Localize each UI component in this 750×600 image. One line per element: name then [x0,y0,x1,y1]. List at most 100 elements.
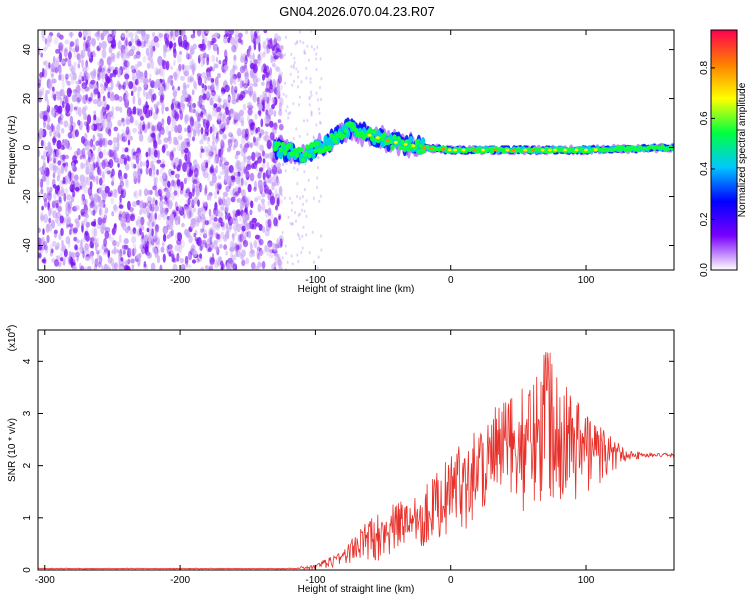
spectrogram-noise-blob [291,83,294,87]
spectrogram-noise-blob [99,199,104,209]
spectrogram-noise-blob [112,204,117,211]
spectrogram-noise-blob [96,117,100,124]
spectrogram-noise-blob [63,94,68,105]
spectrogram-noise-blob [115,154,119,162]
spectrogram-noise-blob [305,66,308,70]
spectrogram-noise-blob [53,93,57,101]
spectrogram-noise-blob [244,68,249,77]
spectrogram-noise-blob [102,111,108,120]
spectrogram-noise-blob [191,63,196,73]
spectrogram-noise-blob [239,80,244,89]
spectrogram-noise-blob [257,169,261,179]
spectrogram-noise-blob [223,111,226,120]
spectrogram-noise-blob [177,256,181,261]
spectrogram-noise-blob [192,249,198,258]
spectrogram-noise-blob [278,186,283,196]
spectrogram-noise-blob [304,162,307,166]
spectrogram-noise-blob [57,160,62,166]
spectrogram-noise-blob [231,99,237,105]
spectrogram-noise-blob [133,163,137,169]
spectrogram-noise-blob [117,260,122,270]
spectrogram-noise-blob [264,229,270,237]
spectrogram-noise-blob [189,104,195,114]
spectrogram-noise-blob [162,78,166,89]
spectrogram-noise-blob [133,192,137,197]
spectrogram-noise-blob [176,188,180,198]
spectrogram-noise-blob [230,260,236,270]
spectrogram-noise-blob [232,263,238,270]
spectrogram-noise-blob [215,225,221,231]
spectrogram-noise-blob [49,128,52,137]
spectrogram-noise-blob [275,66,281,72]
spectrogram-noise-blob [273,55,279,60]
spectrogram-noise-blob [108,46,113,54]
spectrogram-noise-blob [192,188,195,197]
spectrogram-noise-blob [240,189,246,198]
spectrogram-noise-blob [255,78,259,83]
spectrogram-noise-blob [203,146,208,153]
spectrogram-noise-blob [82,94,88,105]
spectrogram-noise-blob [72,184,76,191]
spectrogram-noise-blob [116,69,122,78]
spectrogram-noise-blob [176,124,182,133]
spectrogram-noise-blob [179,110,183,121]
spectrogram-noise-blob [125,40,130,47]
spectrogram-noise-blob [68,251,72,259]
spectrogram-noise-blob [261,202,266,211]
spectrogram-peak-cell [523,148,528,152]
spectrogram-noise-blob [272,165,278,175]
spectrogram-noise-blob [182,212,186,219]
spectrogram-noise-blob [103,149,106,156]
spectrogram-noise-blob [263,30,268,34]
spectrogram-noise-blob [85,59,88,68]
spectrogram-peak-cell [447,148,452,152]
spectrogram-noise-blob [111,227,116,236]
spectrogram-noise-blob [43,198,48,208]
spectrogram-noise-blob [284,109,287,113]
spectrogram-noise-blob [84,248,90,255]
spectrogram-noise-blob [43,119,46,129]
spectrogram-noise-blob [67,238,71,248]
spectrogram-peak-cell [385,138,390,142]
spectrogram-noise-blob [154,236,160,245]
spectrogram-noise-blob [233,85,238,91]
spectrogram-noise-blob [259,132,262,139]
spectrogram-noise-blob [277,119,282,124]
spectrogram-peak-cell [530,148,535,152]
spectrogram-noise-blob [53,37,59,45]
spectrogram-noise-blob [291,262,294,266]
spectrogram-noise-blob [209,126,213,134]
spectrogram-noise-blob [241,80,245,87]
spectrogram-noise-blob [166,150,171,157]
spectrogram-noise-blob [38,178,42,188]
spectrogram-noise-blob [107,139,113,146]
spectrogram-noise-blob [110,197,115,204]
spectrogram-peak-cell [593,148,598,152]
spectrogram-noise-blob [193,232,197,238]
snr-multiplier: (x104) [6,325,18,352]
spectrogram-noise-blob [237,37,242,44]
spectrogram-noise-blob [208,230,213,239]
spectrogram-noise-blob [207,136,210,142]
spectrogram-noise-blob [154,81,158,89]
spectrogram-noise-blob [267,171,271,179]
spectrogram-noise-blob [214,63,219,69]
spectrogram-noise-blob [151,124,156,134]
spectrogram-noise-blob [206,90,210,98]
spectrogram-noise-blob [290,254,293,258]
spectrogram-noise-blob [85,221,91,228]
spectrogram-noise-blob [85,40,90,49]
spectrogram-noise-blob [52,172,56,179]
spectrogram-noise-blob [90,151,94,157]
spectrogram-noise-blob [201,83,205,89]
spectrogram-noise-blob [113,157,119,163]
spectrogram-noise-blob [253,59,259,65]
spectrogram-noise-blob [248,250,254,258]
spectrogram-noise-blob [172,46,176,54]
spectrogram-noise-blob [296,194,299,199]
spectrogram-noise-blob [266,242,270,253]
spectrogram-noise-blob [222,122,227,127]
spectrogram-noise-blob [232,65,238,70]
spectrogram-noise-blob [274,87,278,96]
spectrogram-noise-blob [156,149,160,159]
